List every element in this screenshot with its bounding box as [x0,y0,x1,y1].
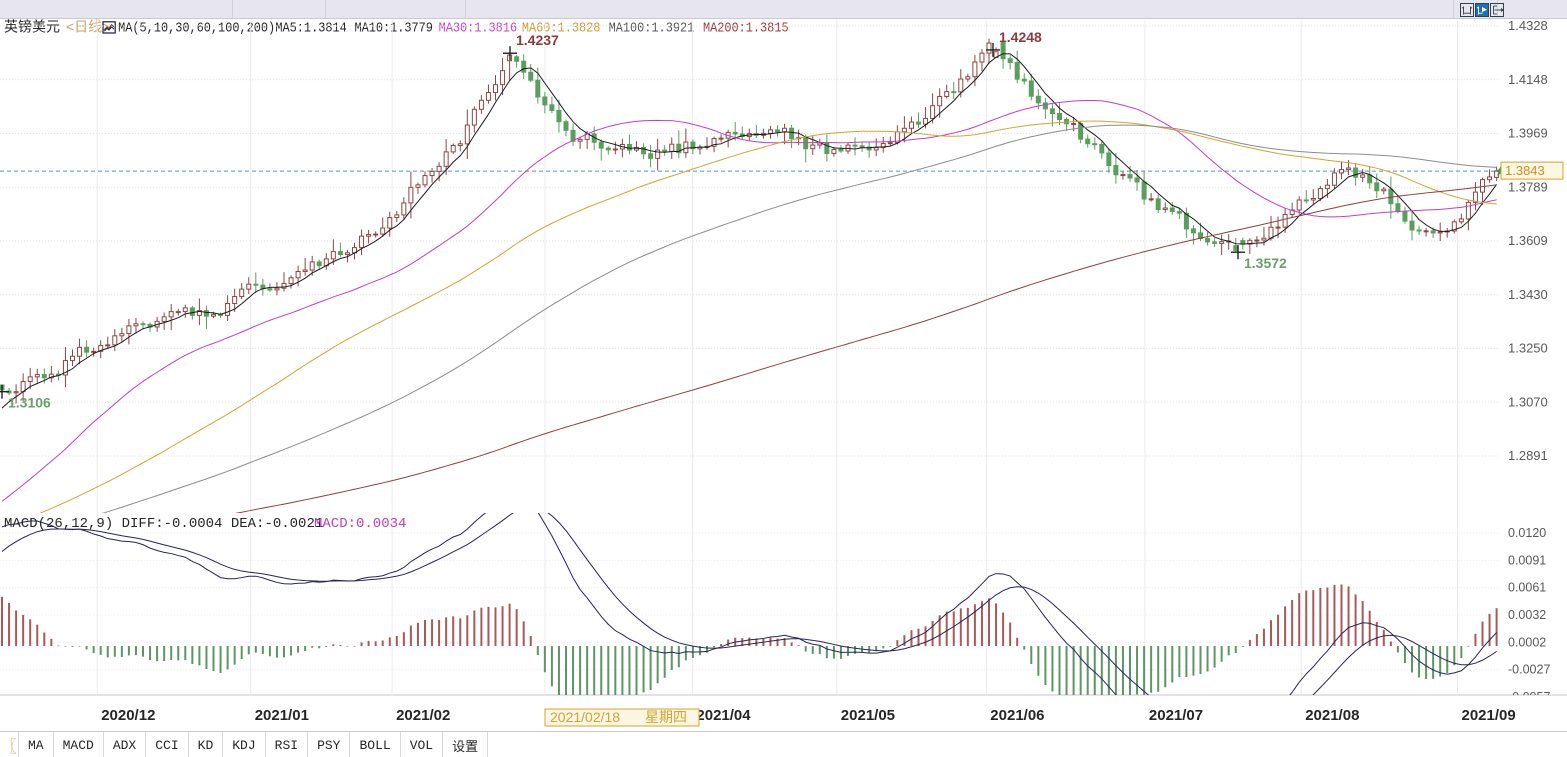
svg-text:0.0032: 0.0032 [1508,608,1546,622]
svg-text:1.3789: 1.3789 [1508,179,1548,194]
svg-text:1.3572: 1.3572 [1244,255,1287,271]
svg-text:0.0061: 0.0061 [1508,581,1546,595]
svg-text:MACD:0.0034: MACD:0.0034 [314,516,406,532]
svg-text:1.3843: 1.3843 [1505,163,1545,178]
svg-text:1.4237: 1.4237 [516,32,559,48]
svg-text:1.3250: 1.3250 [1508,341,1548,356]
svg-text:0.0120: 0.0120 [1508,526,1546,540]
svg-text:1.3430: 1.3430 [1508,287,1548,302]
svg-text:1.4148: 1.4148 [1508,72,1548,87]
svg-text:1.3106: 1.3106 [8,395,51,411]
svg-text:2021/02: 2021/02 [396,707,450,724]
svg-text:1.2891: 1.2891 [1508,448,1548,463]
svg-text:0.0091: 0.0091 [1508,553,1546,567]
svg-text:2020/12: 2020/12 [101,707,155,724]
svg-text:1.4248: 1.4248 [999,29,1042,45]
svg-text:2021/09: 2021/09 [1462,707,1516,724]
svg-text:0.0002: 0.0002 [1508,635,1546,649]
svg-text:2021/05: 2021/05 [841,707,895,724]
svg-text:2021/02/18: 2021/02/18 [550,709,620,725]
svg-text:1.3609: 1.3609 [1508,233,1548,248]
svg-text:2021/04: 2021/04 [696,707,751,724]
svg-text:-0.0057: -0.0057 [1508,690,1550,695]
svg-text:1.3070: 1.3070 [1508,394,1548,409]
svg-text:1.3969: 1.3969 [1508,126,1548,141]
svg-text:MACD(26,12,9) DIFF:-0.0004 DE: MACD(26,12,9) DIFF:-0.0004 DEA:-0.0021 [4,516,323,532]
svg-text:2021/06: 2021/06 [990,707,1044,724]
svg-text:2021/01: 2021/01 [255,707,309,724]
svg-text:2021/07: 2021/07 [1149,707,1203,724]
svg-text:-0.0027: -0.0027 [1508,663,1550,677]
svg-text:1.4328: 1.4328 [1508,19,1548,33]
svg-text:2021/08: 2021/08 [1305,707,1359,724]
svg-text:星期四: 星期四 [645,709,687,725]
